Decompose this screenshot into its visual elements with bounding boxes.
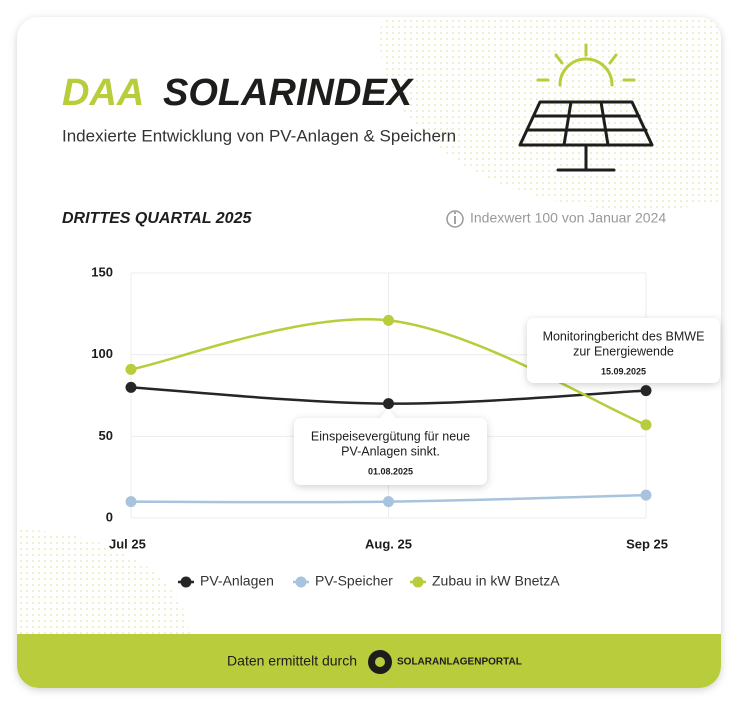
logo: DAA bbox=[62, 72, 144, 114]
note: Indexwert 100 von Januar 2024 bbox=[470, 210, 666, 226]
legend-label: PV-Anlagen bbox=[200, 573, 274, 589]
x-tick-label: Sep 25 bbox=[626, 536, 668, 551]
data-point bbox=[640, 385, 652, 397]
annotation-date: 15.09.2025 bbox=[601, 366, 646, 376]
legend-label: PV-Speicher bbox=[315, 573, 393, 589]
data-point bbox=[125, 381, 137, 393]
legend-label: Zubau in kW BnetzA bbox=[432, 573, 560, 589]
chart-title: DRITTES QUARTAL 2025 bbox=[62, 210, 252, 227]
legend-marker bbox=[180, 576, 192, 588]
info-icon bbox=[446, 210, 464, 228]
footer-brand: SOLARANLAGENPORTAL bbox=[397, 657, 522, 668]
y-tick-label: 50 bbox=[99, 428, 113, 443]
annotation-text: Einspeisevergütung für neue bbox=[311, 429, 470, 443]
annotation-text: zur Energiewende bbox=[573, 344, 674, 358]
data-point bbox=[125, 496, 137, 508]
footer-text: Daten ermittelt durch bbox=[227, 653, 357, 669]
x-tick-label: Aug. 25 bbox=[365, 536, 412, 551]
y-tick-label: 150 bbox=[91, 264, 113, 279]
legend-marker bbox=[412, 576, 424, 588]
data-point bbox=[125, 363, 137, 375]
subtitle: Indexierte Entwicklung von PV-Anlagen & … bbox=[62, 126, 456, 145]
data-point bbox=[640, 489, 652, 501]
legend-marker bbox=[295, 576, 307, 588]
data-point bbox=[640, 419, 652, 431]
annotation-date: 01.08.2025 bbox=[368, 466, 413, 476]
annotation-box bbox=[294, 409, 487, 485]
data-point bbox=[383, 496, 394, 508]
title: SOLARINDEX bbox=[163, 72, 415, 114]
y-tick-label: 0 bbox=[106, 509, 113, 524]
annotation-box bbox=[527, 318, 720, 383]
annotation-text: Monitoringbericht des BMWE bbox=[543, 329, 705, 343]
x-tick-label: Jul 25 bbox=[109, 536, 146, 551]
data-point bbox=[383, 398, 394, 410]
data-point bbox=[383, 314, 394, 326]
brand-icon bbox=[368, 650, 392, 674]
annotation-text: PV-Anlagen sinkt. bbox=[341, 444, 440, 458]
sun-panel-icon bbox=[518, 43, 654, 172]
y-tick-label: 100 bbox=[91, 346, 113, 361]
